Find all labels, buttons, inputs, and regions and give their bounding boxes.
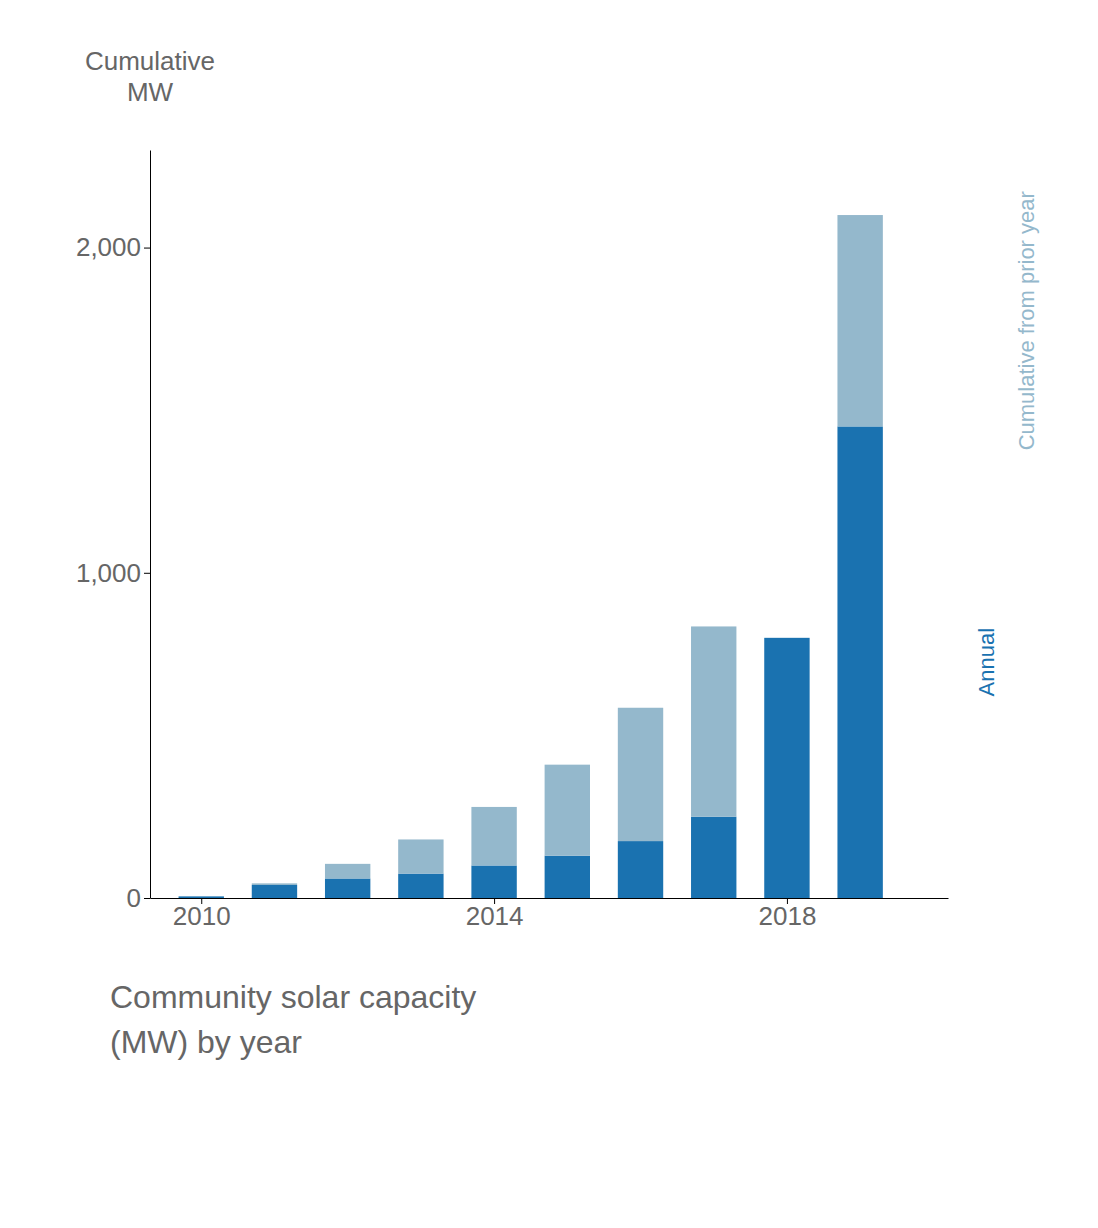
tick-mark	[144, 898, 150, 899]
y-axis: 0 1,000 2,000	[76, 151, 151, 913]
bar	[764, 638, 809, 898]
bar	[545, 765, 590, 856]
tick: 0	[127, 883, 150, 913]
tick-label: 2014	[466, 901, 524, 931]
bar	[179, 896, 224, 898]
bar	[545, 856, 590, 898]
bar	[471, 865, 516, 898]
tick-label: 1,000	[76, 558, 141, 588]
tick-mark	[144, 573, 150, 574]
bar	[691, 626, 736, 816]
tick-label: 2018	[759, 901, 817, 931]
bar	[325, 864, 370, 879]
bars	[179, 215, 883, 898]
axis-line	[151, 898, 949, 899]
tick-mark	[144, 248, 150, 249]
plot: 0 1,000 2,000 2010 2014 2018	[76, 151, 949, 932]
bar	[764, 637, 809, 638]
bar-series	[179, 426, 883, 898]
y-axis-label: CumulativeMW	[85, 46, 215, 107]
bar	[398, 839, 443, 873]
bar	[837, 215, 882, 426]
bar	[252, 885, 297, 898]
tick: 2014	[466, 898, 524, 931]
bar	[618, 841, 663, 898]
x-axis: 2010 2014 2018	[151, 898, 949, 931]
tick: 2010	[173, 898, 231, 931]
bar	[837, 426, 882, 898]
series-label: Cumulative from prior year	[1014, 191, 1039, 450]
tick-label: 2,000	[76, 232, 141, 262]
tick-label: 2010	[173, 901, 231, 931]
chart: 0 1,000 2,000 2010 2014 2018 CumulativeMW Annua…	[0, 0, 1098, 1228]
axis-line	[150, 151, 151, 899]
tick: 1,000	[76, 558, 150, 588]
bar	[252, 883, 297, 885]
tick: 2,000	[76, 232, 150, 262]
x-axis-label: Community solar capacity(MW) by year	[110, 979, 476, 1060]
bar	[618, 708, 663, 841]
bar	[691, 817, 736, 898]
tick-label: 0	[127, 883, 141, 913]
bar	[398, 874, 443, 898]
bar-series	[252, 215, 883, 885]
bar	[179, 896, 224, 897]
tick: 2018	[759, 898, 817, 931]
series-label: Annual	[974, 628, 999, 697]
bar	[471, 807, 516, 866]
bar	[325, 878, 370, 898]
